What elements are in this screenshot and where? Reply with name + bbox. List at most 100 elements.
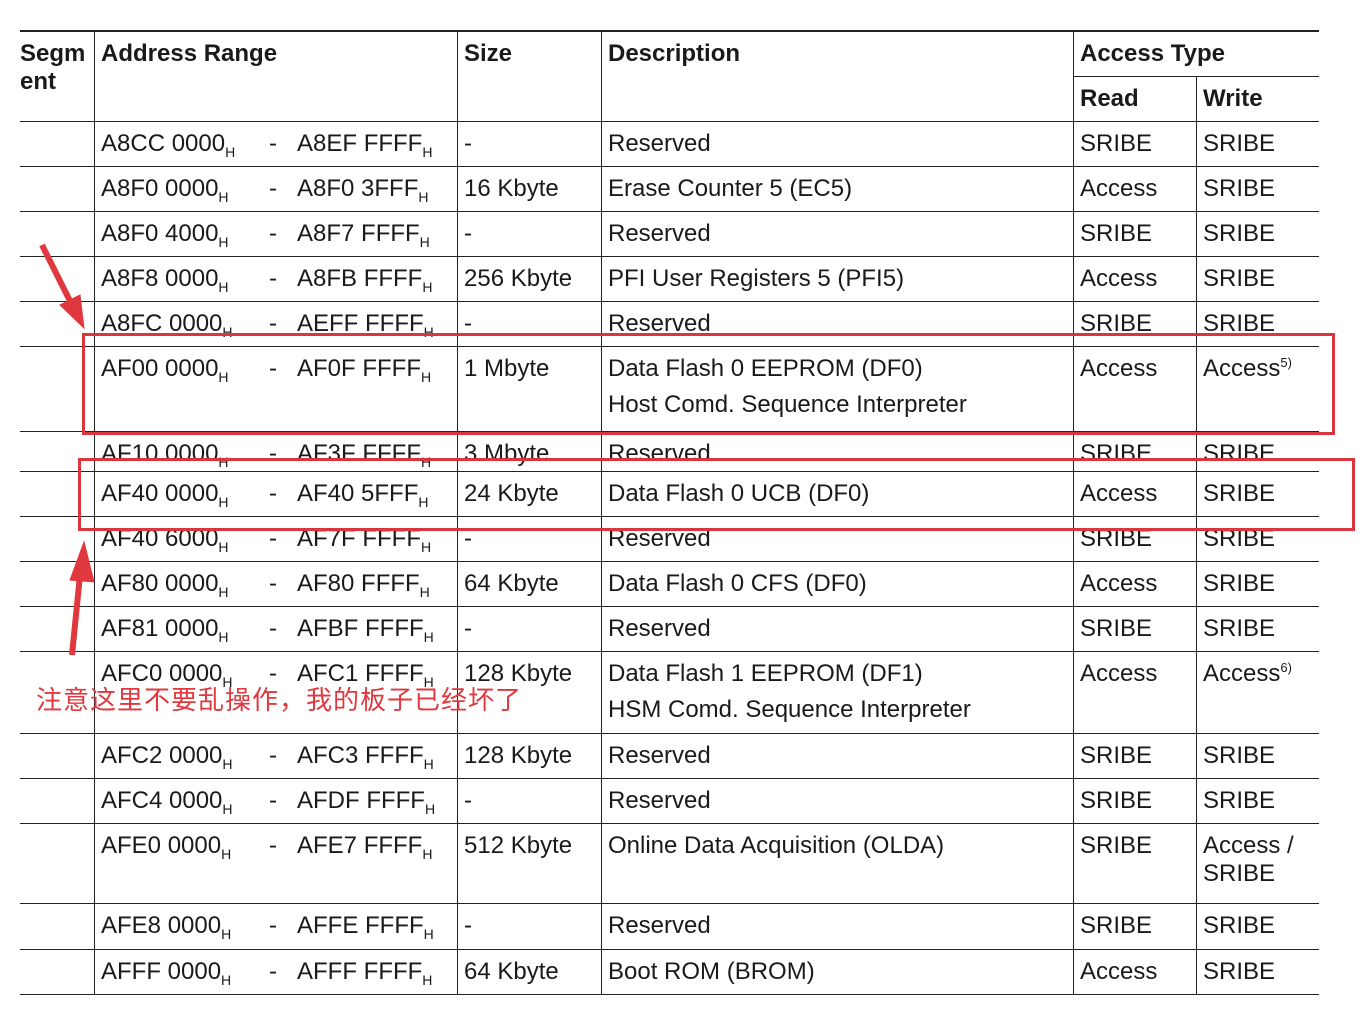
- description-line: Online Data Acquisition (OLDA): [608, 832, 945, 859]
- read-cell: Access: [1073, 651, 1197, 734]
- range-dash: -: [269, 355, 277, 382]
- header-size: Size: [457, 30, 602, 122]
- size-cell: -: [457, 211, 602, 257]
- size-cell: 128 Kbyte: [457, 733, 602, 779]
- size-cell: 64 Kbyte: [457, 561, 602, 607]
- address-range-cell: AFC4 0000H - AFDF FFFFH: [94, 778, 458, 824]
- hex-suffix: H: [420, 454, 432, 470]
- hex-suffix: H: [218, 279, 229, 295]
- segment-cell: [20, 733, 95, 779]
- address-range-cell: AF00 0000H - AF0F FFFFH: [94, 346, 458, 432]
- hex-suffix: H: [225, 144, 236, 160]
- segment-cell: [20, 166, 95, 212]
- read-cell: Access: [1073, 471, 1197, 517]
- address-start: AF00 0000: [101, 355, 219, 382]
- address-end: AFE7 FFFF: [297, 832, 423, 859]
- hex-suffix: H: [419, 234, 430, 250]
- write-cell: SRIBE: [1196, 211, 1319, 257]
- read-cell: SRIBE: [1073, 301, 1197, 347]
- write-cell: SRIBE: [1196, 166, 1319, 212]
- size-cell: 512 Kbyte: [457, 823, 602, 904]
- description-line: Erase Counter 5 (EC5): [608, 175, 853, 202]
- range-dash: -: [269, 958, 277, 985]
- address-range-cell: AFFF 0000H - AFFF FFFFH: [94, 949, 458, 995]
- address-end: AEFF FFFF: [297, 310, 424, 337]
- address-end: AF3F FFFF: [297, 440, 421, 467]
- write-cell: SRIBE: [1196, 471, 1319, 517]
- read-cell: SRIBE: [1073, 516, 1197, 562]
- hex-suffix: H: [418, 189, 429, 205]
- range-dash: -: [269, 912, 277, 939]
- read-cell: Access: [1073, 166, 1197, 212]
- write-access: SRIBE: [1203, 480, 1276, 507]
- size-cell: 256 Kbyte: [457, 256, 602, 302]
- read-cell: SRIBE: [1073, 823, 1197, 904]
- hex-suffix: H: [422, 144, 433, 160]
- write-cell: SRIBE: [1196, 121, 1319, 167]
- address-end: AFC1 FFFF: [297, 660, 424, 687]
- write-access: Access: [1203, 660, 1281, 687]
- segment-cell: [20, 346, 95, 432]
- range-dash: -: [269, 660, 277, 687]
- range-dash: -: [269, 570, 277, 597]
- hex-suffix: H: [218, 494, 229, 510]
- read-cell: SRIBE: [1073, 431, 1197, 472]
- address-range-cell: AF80 0000H - AF80 FFFFH: [94, 561, 458, 607]
- write-cell: SRIBE: [1196, 606, 1319, 652]
- address-start: A8CC 0000: [101, 130, 226, 157]
- hex-suffix: H: [419, 584, 430, 600]
- size-cell: -: [457, 121, 602, 167]
- write-access: SRIBE: [1203, 130, 1276, 157]
- table-row: AFE0 0000H - AFE7 FFFFH 512 Kbyte Online…: [20, 823, 1319, 904]
- read-cell: SRIBE: [1073, 606, 1197, 652]
- address-start: AFC2 0000: [101, 742, 223, 769]
- description-cell: Boot ROM (BROM): [601, 949, 1074, 995]
- address-range-cell: A8CC 0000H - A8EF FFFFH: [94, 121, 458, 167]
- segment-cell: [20, 823, 95, 904]
- table-row: AFC0 0000H - AFC1 FFFFH 128 Kbyte Data F…: [20, 651, 1319, 734]
- table-row: AFFF 0000H - AFFF FFFFH 64 Kbyte Boot RO…: [20, 949, 1319, 995]
- write-access: SRIBE: [1203, 265, 1276, 292]
- write-cell: SRIBE: [1196, 949, 1319, 995]
- range-dash: -: [269, 742, 277, 769]
- footnote-ref: 6): [1280, 660, 1292, 675]
- range-dash: -: [269, 130, 277, 157]
- hex-suffix: H: [221, 846, 232, 862]
- footnote-ref: 5): [1280, 355, 1292, 370]
- write-access: Access / SRIBE: [1203, 832, 1294, 887]
- hex-suffix: H: [218, 454, 229, 470]
- write-cell: SRIBE: [1196, 903, 1319, 950]
- address-end: AF80 FFFF: [297, 570, 420, 597]
- size-cell: 3 Mbyte: [457, 431, 602, 472]
- address-start: AFE0 0000: [101, 832, 222, 859]
- hex-suffix: H: [418, 494, 429, 510]
- address-end: AFDF FFFF: [297, 787, 425, 814]
- write-access: SRIBE: [1203, 615, 1276, 642]
- address-range-cell: AFC0 0000H - AFC1 FFFFH: [94, 651, 458, 734]
- write-cell: SRIBE: [1196, 516, 1319, 562]
- header-write: Write: [1196, 76, 1319, 122]
- read-cell: SRIBE: [1073, 903, 1197, 950]
- address-range-cell: AF40 6000H - AF7F FFFFH: [94, 516, 458, 562]
- hex-suffix: H: [424, 801, 436, 817]
- table-row: AF80 0000H - AF80 FFFFH 64 Kbyte Data Fl…: [20, 561, 1319, 607]
- address-start: AF40 0000: [101, 480, 219, 507]
- address-end: AF0F FFFF: [297, 355, 421, 382]
- range-dash: -: [269, 615, 277, 642]
- range-dash: -: [269, 265, 277, 292]
- description-cell: Data Flash 0 EEPROM (DF0) Host Comd. Sequ…: [601, 346, 1074, 432]
- size-cell: 64 Kbyte: [457, 949, 602, 995]
- range-dash: -: [269, 525, 277, 552]
- hex-suffix: H: [222, 801, 233, 817]
- write-access: SRIBE: [1203, 912, 1276, 939]
- range-dash: -: [269, 220, 277, 247]
- address-end: A8FB FFFF: [297, 265, 423, 292]
- description-cell: PFI User Registers 5 (PFI5): [601, 256, 1074, 302]
- hex-suffix: H: [420, 369, 432, 385]
- header-access-type: Access Type: [1073, 30, 1319, 77]
- segment-cell: [20, 211, 95, 257]
- hex-suffix: H: [222, 324, 233, 340]
- size-cell: 128 Kbyte: [457, 651, 602, 734]
- hex-suffix: H: [218, 629, 229, 645]
- table-row: A8F0 0000H - A8F0 3FFFH 16 Kbyte Erase C…: [20, 166, 1319, 212]
